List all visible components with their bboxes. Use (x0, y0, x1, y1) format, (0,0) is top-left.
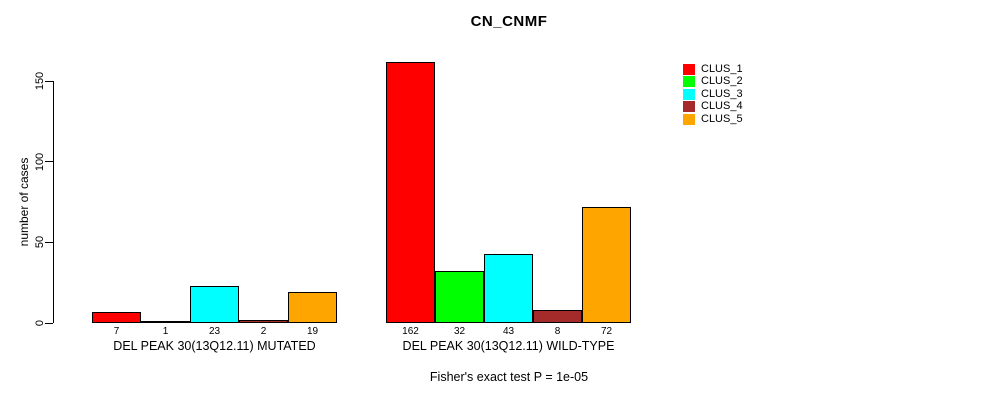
legend-label: CLUS_1 (701, 62, 743, 75)
legend-swatch-icon (683, 76, 695, 88)
bar-clus_4 (533, 310, 582, 323)
y-tick-mark (45, 80, 53, 82)
legend-item: CLUS_5 (683, 113, 743, 126)
bar-value-label: 32 (453, 326, 466, 337)
y-tick-mark (45, 241, 53, 243)
bar-value-label: 162 (402, 326, 419, 337)
legend-item: CLUS_2 (683, 76, 743, 89)
y-tick-label: 100 (34, 152, 46, 171)
legend-label: CLUS_5 (701, 112, 743, 125)
bar-value-label: 7 (113, 326, 120, 337)
bar-clus_3 (484, 254, 533, 323)
bar-clus_3 (190, 286, 239, 323)
legend-label: CLUS_2 (701, 75, 743, 88)
bar-value-label: 2 (260, 326, 267, 337)
chart-title: CN_CNMF (470, 13, 548, 30)
y-axis-line (53, 81, 54, 323)
bar-value-label: 19 (306, 326, 319, 337)
bar-clus_4 (239, 320, 288, 323)
y-axis-label: number of cases (17, 157, 31, 247)
legend: CLUS_1 CLUS_2 CLUS_3 CLUS_4 CLUS_5 (683, 63, 743, 126)
bar-value-label: 43 (502, 326, 515, 337)
y-tick-label: 150 (34, 71, 46, 91)
y-tick-label: 0 (34, 319, 46, 327)
legend-swatch-icon (683, 113, 695, 125)
bar-clus_1 (386, 62, 435, 323)
legend-item: CLUS_4 (683, 101, 743, 114)
legend-swatch-icon (683, 101, 695, 113)
bar-value-label: 8 (554, 326, 561, 337)
legend-label: CLUS_4 (701, 100, 743, 113)
bar-clus_1 (92, 312, 141, 323)
legend-swatch-icon (683, 63, 695, 75)
bar-value-label: 1 (162, 326, 169, 337)
x-group-label: DEL PEAK 30(13Q12.11) MUTATED (113, 339, 316, 353)
x-group-label: DEL PEAK 30(13Q12.11) WILD-TYPE (402, 339, 615, 353)
legend-item: CLUS_1 (683, 63, 743, 76)
bar-clus_2 (435, 271, 484, 323)
fisher-test-footnote: Fisher's exact test P = 1e-05 (429, 370, 589, 384)
bar-clus_2 (141, 321, 190, 323)
legend-item: CLUS_3 (683, 88, 743, 101)
bar-clus_5 (582, 207, 631, 323)
y-tick-mark (45, 161, 53, 163)
y-tick-mark (45, 322, 53, 324)
bar-clus_5 (288, 292, 337, 323)
legend-label: CLUS_3 (701, 87, 743, 100)
legend-swatch-icon (683, 88, 695, 100)
bar-value-label: 72 (600, 326, 613, 337)
bar-value-label: 23 (208, 326, 221, 337)
y-tick-label: 50 (34, 236, 46, 249)
